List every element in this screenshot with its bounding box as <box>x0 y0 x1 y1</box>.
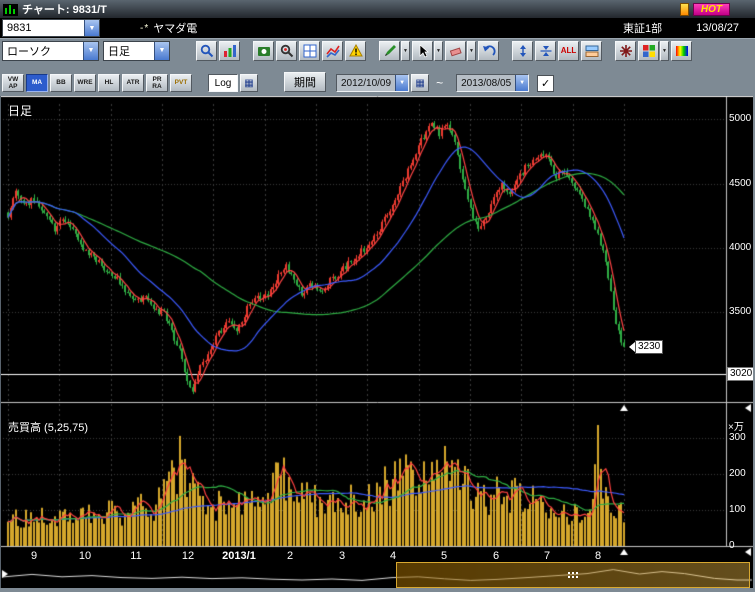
indicator-button-group: VWAPMABBWREHLATRPRRAPVT <box>2 74 192 92</box>
indicator-atr-button[interactable]: ATR <box>122 74 144 92</box>
timeframe-dropdown-icon[interactable]: ▼ <box>154 42 169 60</box>
stock-code-select[interactable]: 9831 ▼ <box>2 19 100 37</box>
stock-code-dropdown-icon[interactable]: ▼ <box>84 20 99 36</box>
period-button[interactable]: 期間 <box>284 72 326 92</box>
secondary-toolbar: VWAPMABBWREHLATRPRRAPVT Log ▦ 期間 2012/10… <box>0 62 755 96</box>
cursor-dropdown-icon[interactable]: ▼ <box>434 41 443 61</box>
grid-icon[interactable] <box>299 41 320 61</box>
alert-icon[interactable] <box>345 41 366 61</box>
compare-icon[interactable] <box>322 41 343 61</box>
stock-market: 東証1部 <box>623 20 662 36</box>
x-axis-label: 5 <box>441 550 447 562</box>
undo-icon[interactable] <box>478 41 499 61</box>
volume-axis-label: 100 <box>729 504 746 515</box>
cursor-icon[interactable] <box>412 41 433 61</box>
hot-flame-icon <box>680 3 689 16</box>
clear-all-button[interactable]: ALL <box>558 41 579 61</box>
clear-all-label: ALL <box>561 46 577 55</box>
compress-vertical-icon[interactable] <box>535 41 556 61</box>
chart-window-icon <box>3 3 18 15</box>
pencil-icon[interactable] <box>379 41 400 61</box>
zoom-icon[interactable] <box>196 41 217 61</box>
indicator-wre-button[interactable]: WRE <box>74 74 96 92</box>
x-axis-label: 12 <box>182 550 194 562</box>
last-price-marker: 3230 <box>629 340 663 354</box>
eraser-dropdown-icon[interactable]: ▼ <box>467 41 476 61</box>
gradient-icon[interactable] <box>671 41 692 61</box>
palette-dropdown-icon[interactable]: ▼ <box>660 41 669 61</box>
timeframe-value: 日足 <box>104 42 154 60</box>
drag-handle-icon[interactable] <box>568 572 570 574</box>
window-edge-left <box>0 96 1 592</box>
indicator-pvt-button[interactable]: PVT <box>170 74 192 92</box>
window-title: チャート: 9831/T <box>22 1 107 17</box>
stock-marker-icon: -* <box>140 23 149 34</box>
date-to-dropdown-icon[interactable]: ▼ <box>515 75 528 91</box>
x-axis-label: 2013/1 <box>222 550 256 562</box>
palette-icon[interactable] <box>638 41 659 61</box>
window-edge-bottom <box>0 588 755 592</box>
indicator-bb-button[interactable]: BB <box>50 74 72 92</box>
price-axis-label: 4000 <box>729 242 751 253</box>
stock-search-icon[interactable] <box>276 41 297 61</box>
x-axis-label: 9 <box>31 550 37 562</box>
timeframe-select[interactable]: 日足 ▼ <box>103 41 170 61</box>
pencil-dropdown-icon[interactable]: ▼ <box>401 41 410 61</box>
log-scale-button[interactable]: Log <box>208 74 238 92</box>
volume-unit: ×万 <box>728 418 744 433</box>
x-axis-label: 4 <box>390 550 396 562</box>
x-axis-label: 3 <box>339 550 345 562</box>
chart-type-value: ローソク <box>3 42 83 60</box>
date-from-value: 2012/10/09 <box>337 75 395 91</box>
stock-code-value: 9831 <box>3 20 84 36</box>
volume-axis-label: 200 <box>729 468 746 479</box>
toolbar-icon-strip: ▼ ▼ ▼ ALL ▼ <box>196 41 692 61</box>
date-range-separator: ~ <box>436 76 443 90</box>
expand-vertical-icon[interactable] <box>512 41 533 61</box>
indicator-vwap-button[interactable]: VWAP <box>2 74 24 92</box>
snapshot-icon[interactable] <box>253 41 274 61</box>
chart-type-dropdown-icon[interactable]: ▼ <box>83 42 98 60</box>
volume-title: 売買高 (5,25,75) <box>8 419 88 435</box>
chart-type-select[interactable]: ローソク ▼ <box>2 41 99 61</box>
quote-date: 13/08/27 <box>696 22 739 34</box>
x-axis-label: 11 <box>130 550 141 562</box>
main-toolbar: ローソク ▼ 日足 ▼ ▼ ▼ ▼ ALL ▼ <box>0 38 755 62</box>
x-axis-label: 10 <box>79 550 91 562</box>
volume-axis-label: 300 <box>729 432 746 443</box>
date-to-field[interactable]: 2013/08/05 ▼ <box>456 74 529 92</box>
hline-price-label[interactable]: 3020 <box>727 367 755 381</box>
price-axis-label: 5000 <box>729 113 751 124</box>
x-axis-label: 2 <box>287 550 293 562</box>
scale-settings-icon[interactable]: ▦ <box>240 74 258 92</box>
indicator-hl-button[interactable]: HL <box>98 74 120 92</box>
last-price-value: 3230 <box>635 340 663 354</box>
price-axis-label: 4500 <box>729 178 751 189</box>
indicator-ma-button[interactable]: MA <box>26 74 48 92</box>
chart-settings-icon[interactable] <box>219 41 240 61</box>
apply-check-button[interactable]: ✓ <box>537 75 554 92</box>
stock-name: ヤマダ電 <box>153 20 197 36</box>
x-axis-label: 6 <box>493 550 499 562</box>
date-to-value: 2013/08/05 <box>457 75 515 91</box>
calendar-icon[interactable]: ▦ <box>411 74 429 92</box>
pane-title: 日足 <box>8 102 32 119</box>
date-from-dropdown-icon[interactable]: ▼ <box>395 75 408 91</box>
stock-row: 9831 ▼ -* ヤマダ電 東証1部 13/08/27 <box>0 18 755 38</box>
burst-icon[interactable] <box>615 41 636 61</box>
price-axis-label: 3500 <box>729 306 751 317</box>
chart-area: 日足 売買高 (5,25,75) ×万 3020 3230 5000450040… <box>0 96 755 592</box>
link-windows-icon[interactable] <box>581 41 602 61</box>
eraser-icon[interactable] <box>445 41 466 61</box>
volume-axis-label: 0 <box>729 540 735 551</box>
indicator-prra-button[interactable]: PRRA <box>146 74 168 92</box>
x-axis-label: 8 <box>595 550 601 562</box>
titlebar[interactable]: チャート: 9831/T HOT <box>0 0 755 18</box>
x-axis-label: 7 <box>544 550 550 562</box>
chart-window: チャート: 9831/T HOT 9831 ▼ -* ヤマダ電 東証1部 13/… <box>0 0 755 592</box>
navigator-window[interactable] <box>396 562 750 588</box>
date-from-field[interactable]: 2012/10/09 ▼ <box>336 74 409 92</box>
hot-button[interactable]: HOT <box>693 3 730 16</box>
